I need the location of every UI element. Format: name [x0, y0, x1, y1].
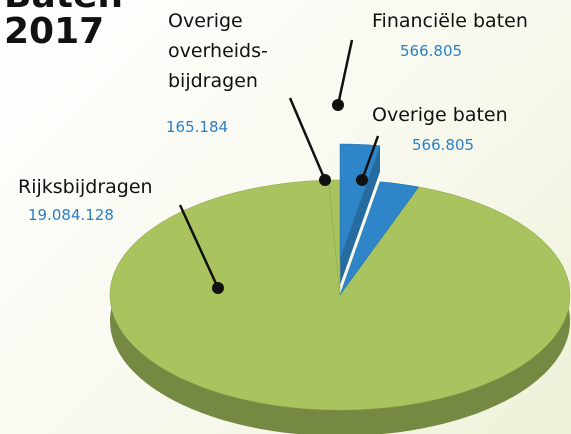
chart-title: Baten 2017	[4, 0, 123, 52]
slice-label: Overige baten	[372, 104, 508, 126]
value-label: 19.084.128	[28, 206, 114, 224]
leader-dot	[319, 174, 331, 186]
slice-label: Rijksbijdragen	[18, 176, 153, 198]
slice-wall	[340, 145, 380, 285]
value-label: 566.805	[412, 136, 475, 154]
leader-dot	[212, 282, 224, 294]
value-label: 165.184	[166, 118, 229, 136]
leader-dot	[356, 174, 368, 186]
leader-line	[288, 97, 327, 181]
leader-line	[360, 135, 380, 181]
leader-line	[336, 39, 354, 106]
slice-label: Overige overheids­bijdragen	[168, 10, 268, 92]
value-label: 566.805	[400, 42, 463, 60]
slice-label: Financiële baten	[372, 10, 528, 32]
leader-dot	[332, 99, 344, 111]
leader-line	[178, 204, 220, 289]
slice	[339, 181, 420, 296]
slice	[109, 179, 571, 411]
